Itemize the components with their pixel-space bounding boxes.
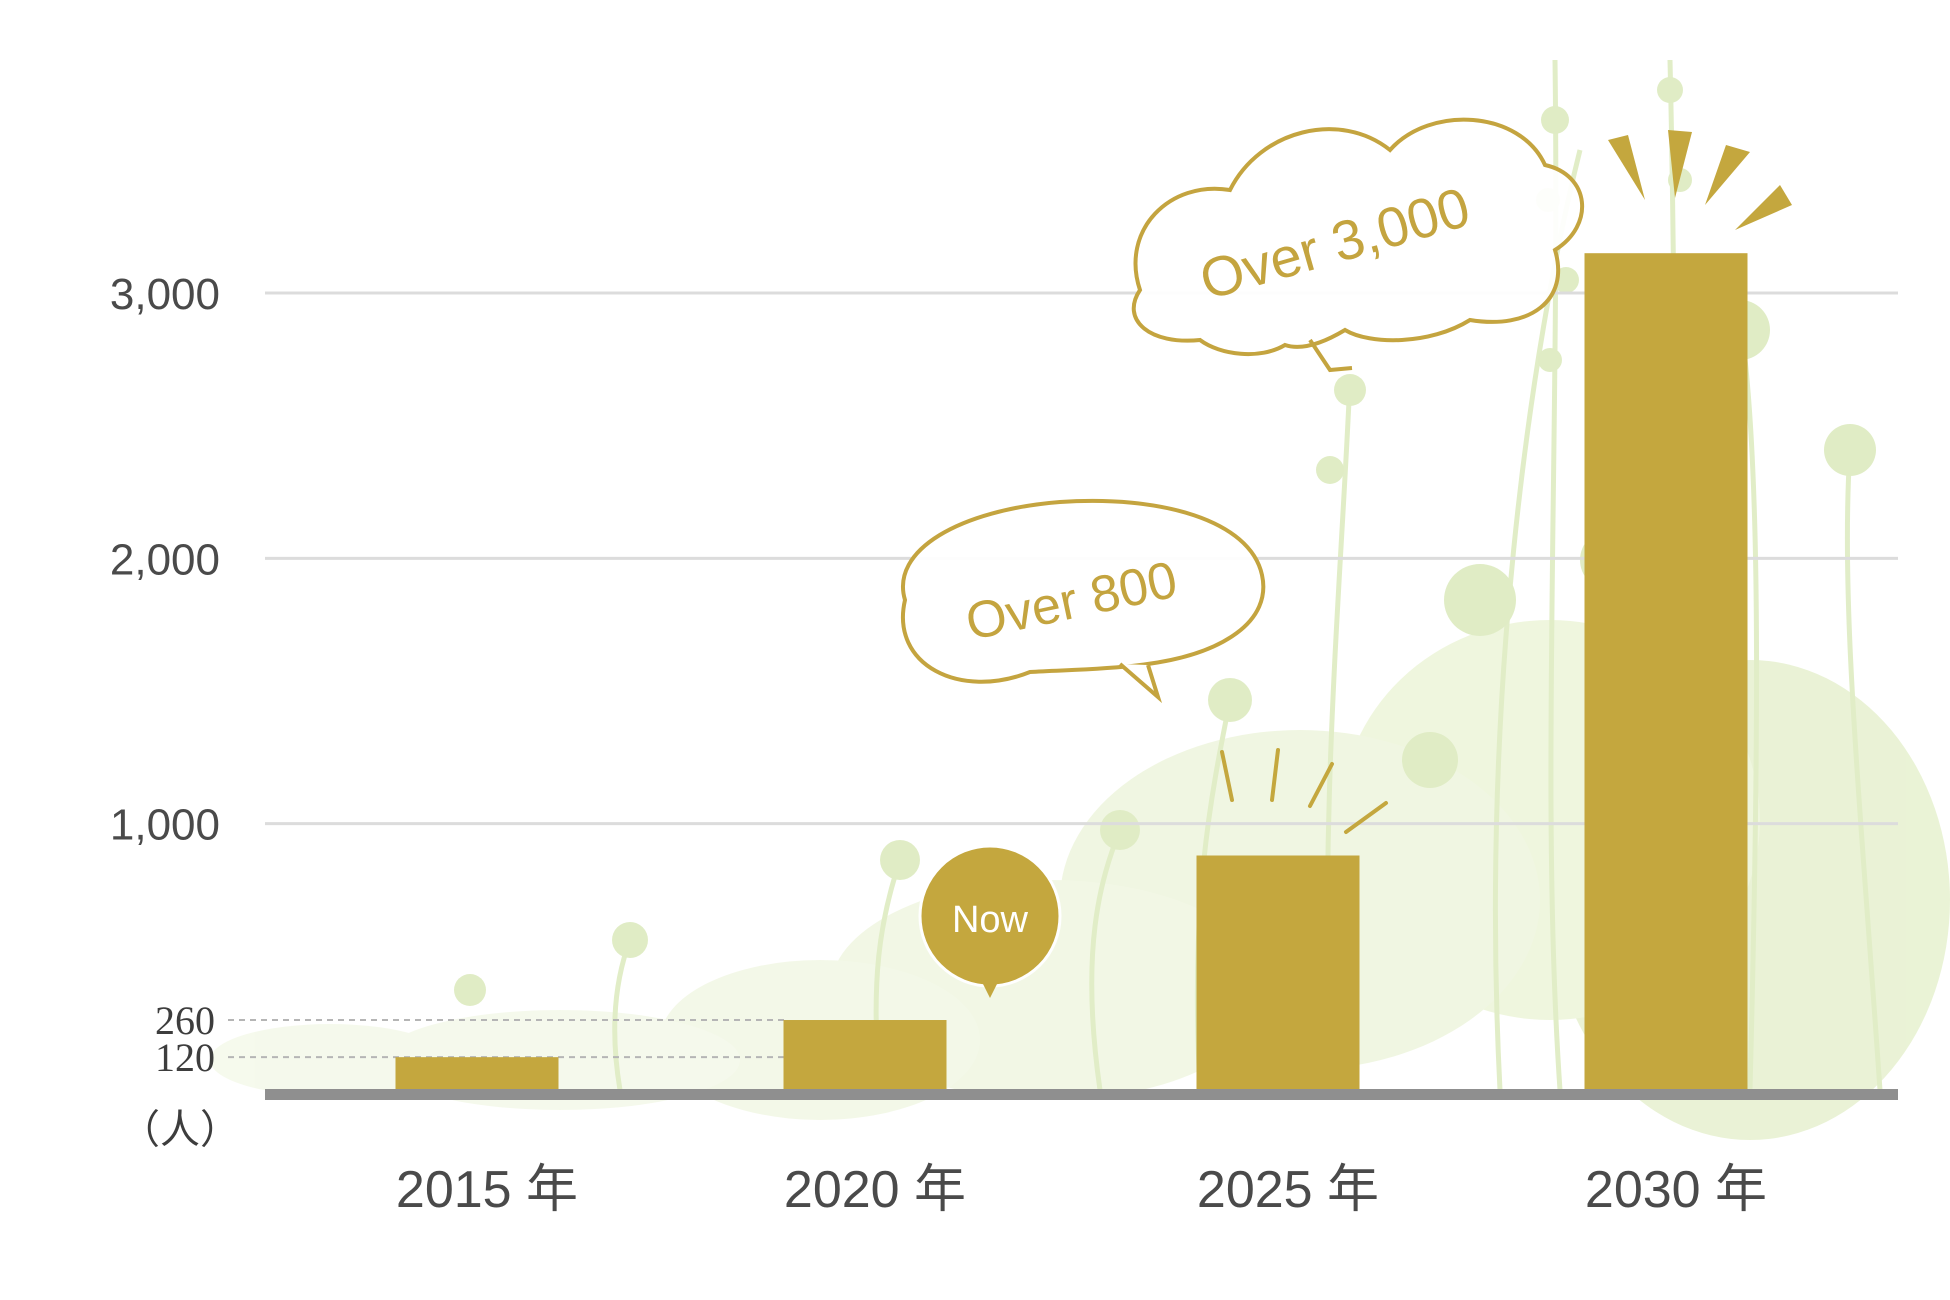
x-tick-label: 2020 年 — [784, 1161, 966, 1219]
bar-1 — [783, 1020, 947, 1089]
badge-now: Now — [918, 844, 1062, 998]
bubble-over-3000: Over 3,000 — [1131, 117, 1584, 373]
y-tick-label: 120 — [155, 1035, 215, 1080]
x-axis-baseline — [265, 1089, 1898, 1100]
accent-rays-2025 — [1220, 748, 1388, 834]
badge-now-text: Now — [952, 899, 1029, 941]
bar-0 — [395, 1057, 559, 1089]
y-tick-label: 1,000 — [110, 801, 220, 850]
x-axis-labels: 2015 年 2020 年 2025 年 2030 年 — [396, 1161, 1767, 1219]
y-tick-label: 3,000 — [110, 270, 220, 319]
x-tick-label: 2015 年 — [396, 1161, 578, 1219]
x-tick-label: 2030 年 — [1585, 1161, 1767, 1219]
bubble-over-800: Over 800 — [901, 498, 1266, 704]
unit-label: （人） — [120, 1107, 240, 1152]
x-tick-label: 2025 年 — [1197, 1161, 1379, 1219]
bar-3 — [1584, 253, 1748, 1089]
y-tick-label: 2,000 — [110, 535, 220, 584]
bars — [395, 253, 1748, 1089]
y-tick-label: 260 — [155, 998, 215, 1043]
accent-rays-2030 — [1608, 130, 1792, 230]
bar-2 — [1196, 855, 1360, 1089]
